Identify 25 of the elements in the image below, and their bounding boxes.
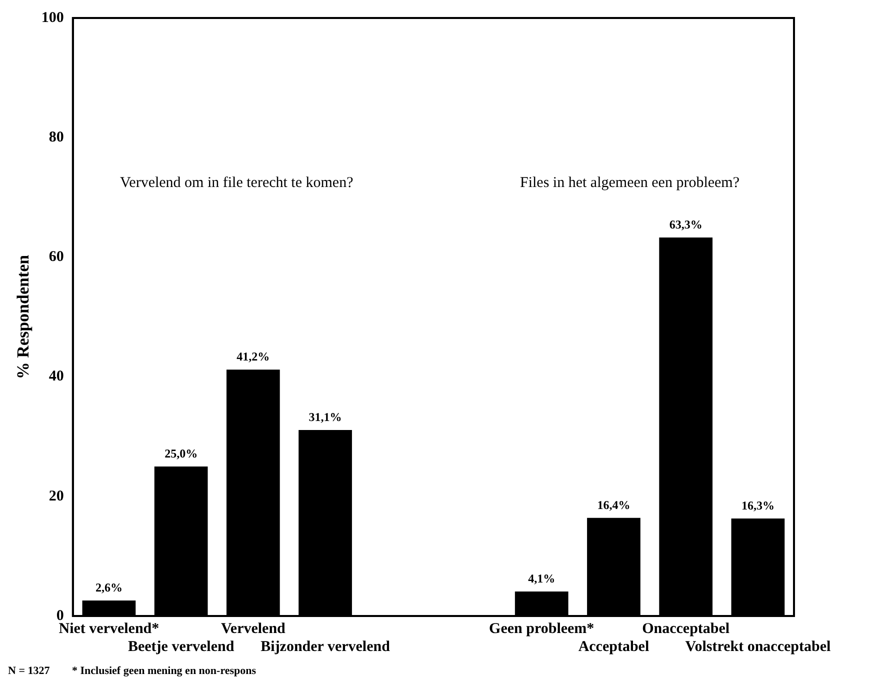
x-tick-label: Geen probleem* [489,620,594,637]
data-label: 2,6% [95,580,122,595]
x-tick-label: Onacceptabel [642,620,730,637]
annotation: Vervelend om in file terecht te komen? [120,175,354,192]
data-label: 4,1% [528,572,556,586]
text: * Inclusief geen mening en non-respons [72,665,256,677]
x-tick-label: Acceptabel [578,638,650,655]
data-label: 16,3% [741,498,774,513]
y-axis-title: % Respondenten [14,254,33,380]
data-label: 16,4% [597,498,630,512]
y-tick-label: 100 [41,10,64,26]
y-tick-label: 60 [48,249,64,266]
y-tick-label: 20 [48,488,64,504]
x-tick-label: Volstrekt onacceptabel [685,638,831,655]
data-label: 41,2% [236,350,270,364]
y-tick-label: 80 [48,129,64,146]
data-label: 63,3% [669,218,702,232]
x-tick-label: Bijzonder vervelend [260,638,391,655]
data-label: 25,0% [164,446,198,461]
y-tick-label: 40 [48,368,64,385]
annotation: Files in het algemeen een probleem? [520,175,740,192]
x-tick-label: Vervelend [220,620,286,637]
text: N = 1327 [8,665,50,677]
data-label: 31,1% [308,410,342,424]
x-tick-label: Beetje vervelend [128,638,235,655]
